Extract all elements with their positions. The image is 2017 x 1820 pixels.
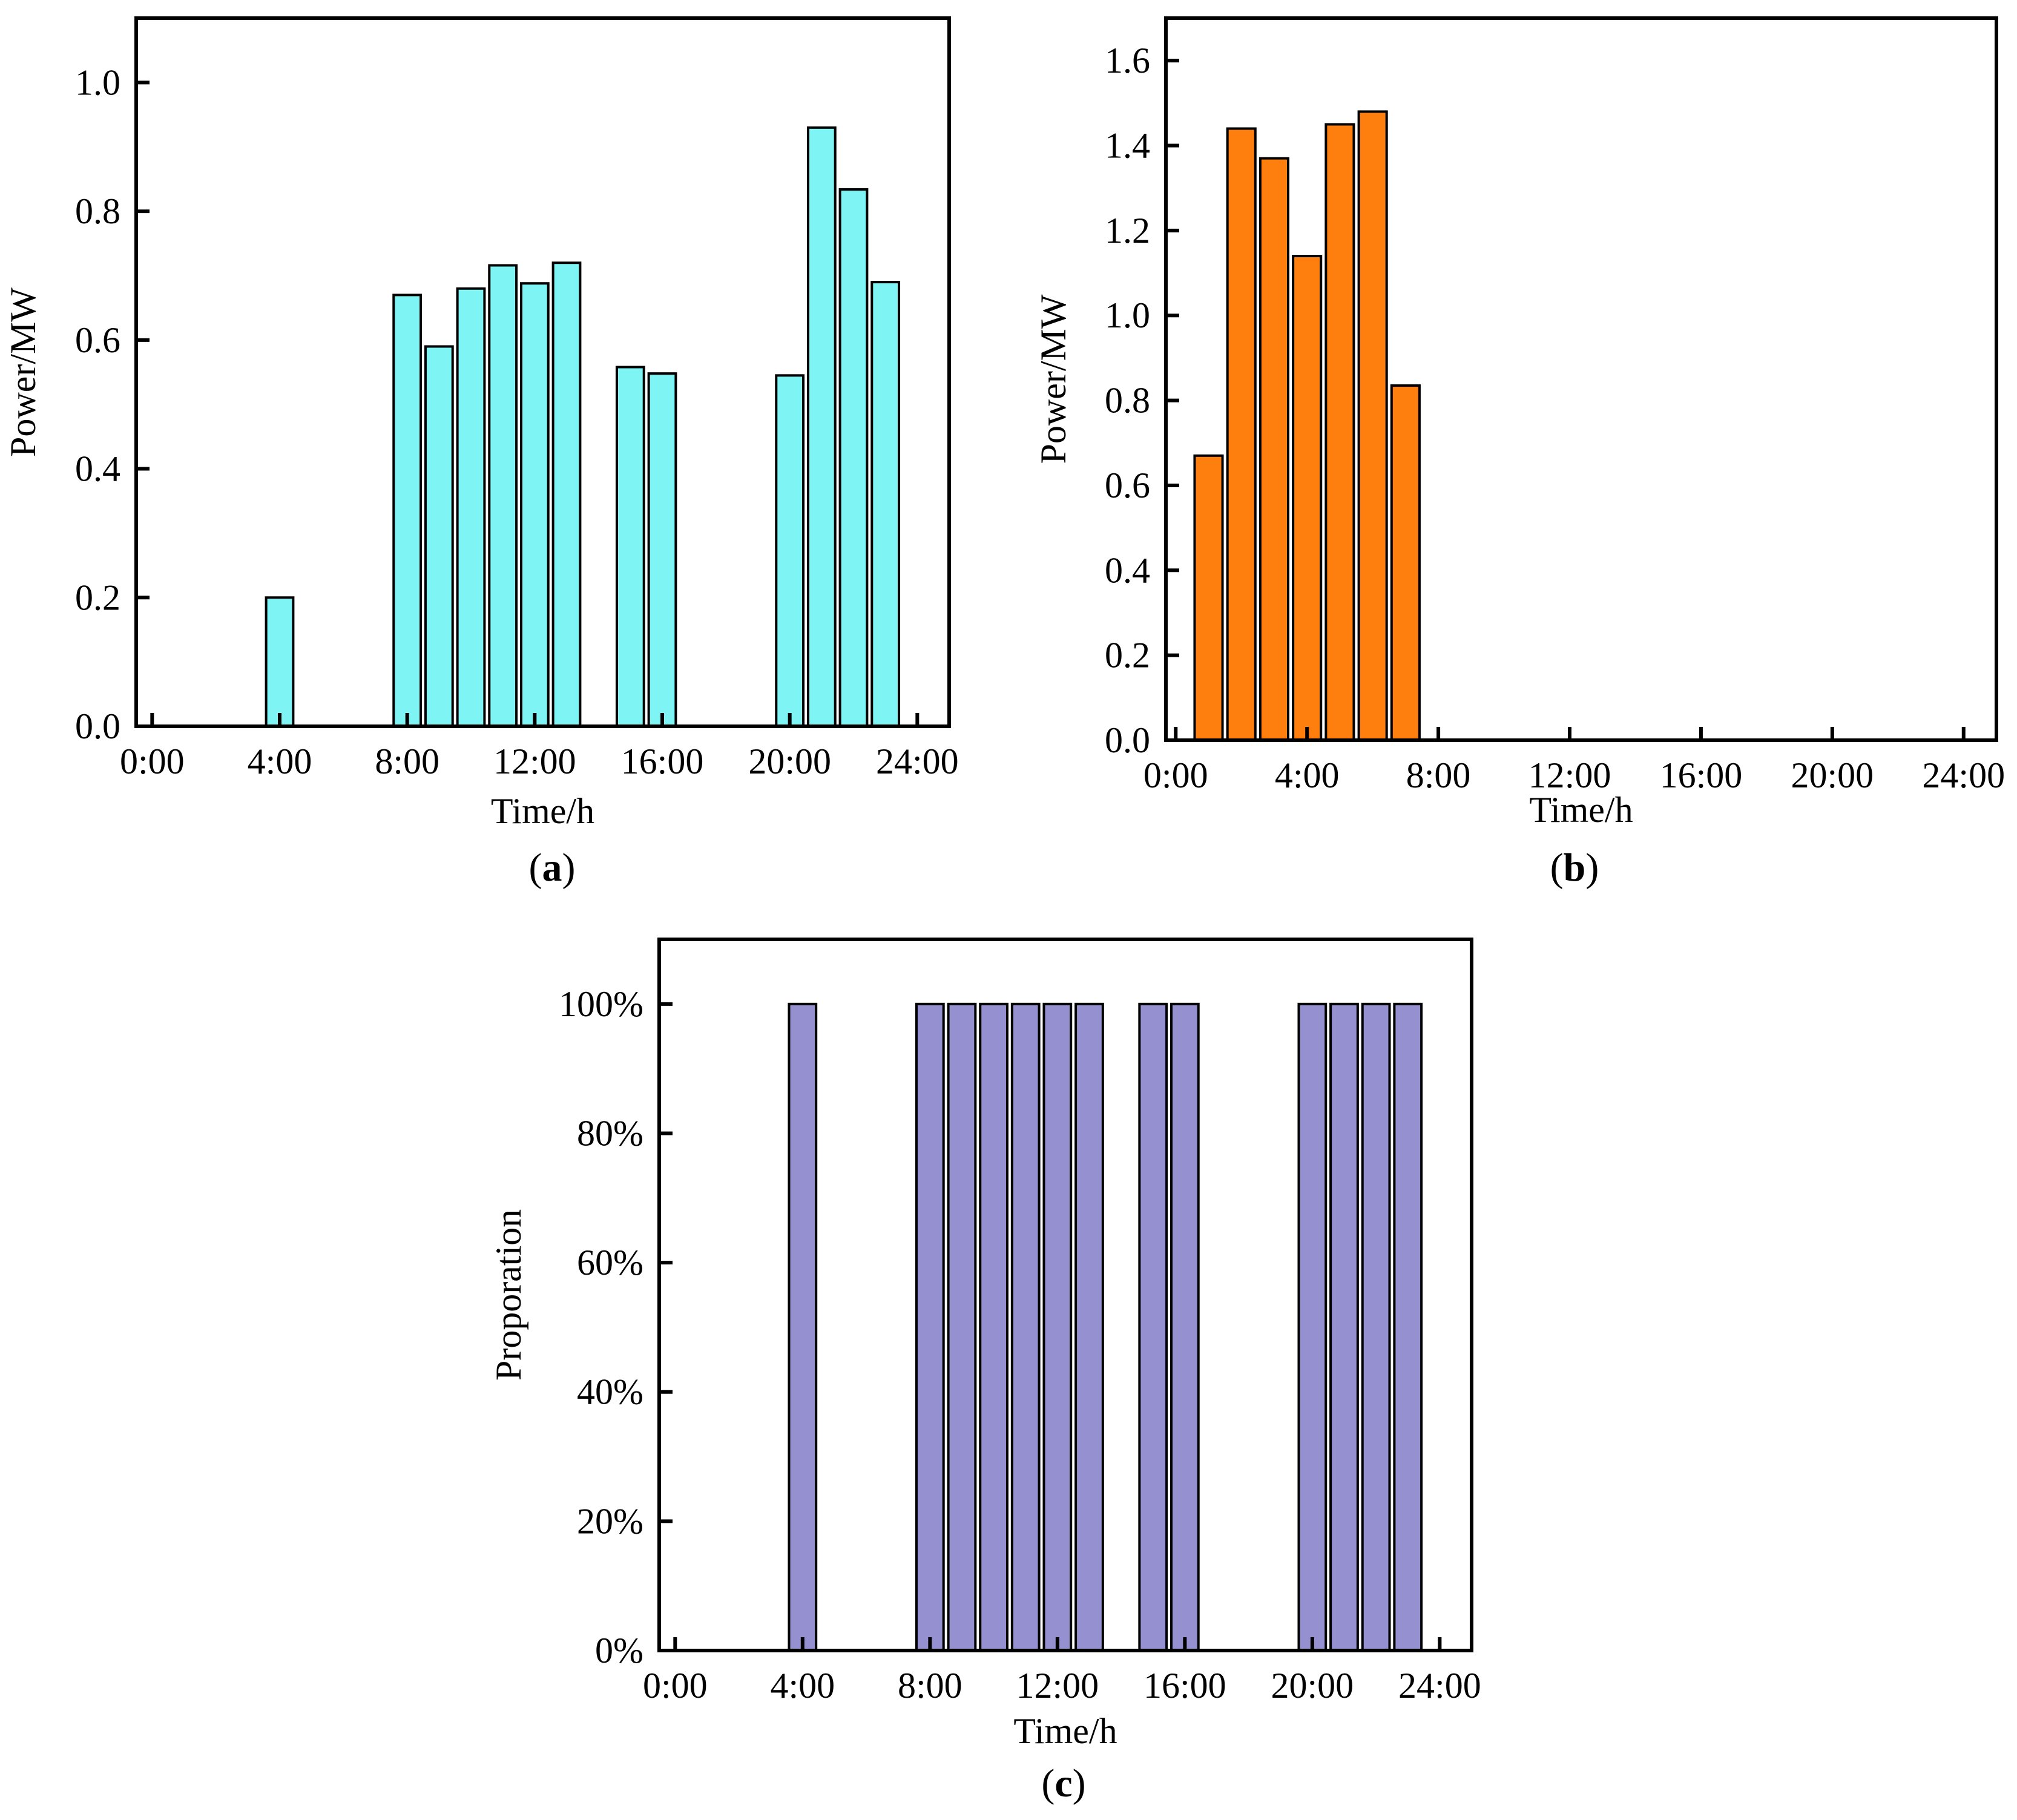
panel-c-y-tick-label: 20% [577, 1501, 643, 1541]
panel-a-y-tick-label: 0.2 [75, 577, 120, 617]
panel-a-x-tick-label: 24:00 [876, 741, 959, 781]
panel-b-y-tick-label: 0.2 [1105, 636, 1150, 675]
panel-b-x-tick-label: 0:00 [1143, 755, 1208, 795]
panel-a-y-tick-label: 0.8 [75, 191, 120, 231]
panel-b-chart: 0:00 4:00 8:00 12:00 16:00 20:00 24:00 0.0 0.2 0.… [1033, 16, 2005, 830]
panel-c-bar-11 [1361, 1002, 1391, 1652]
panel-c-x-axis-title: Time/h [1013, 1711, 1117, 1751]
panel-a-y-tick-label: 1.0 [75, 62, 120, 102]
panel-c-bar-8 [1170, 1002, 1200, 1652]
panel-b-x-tick-label: 20:00 [1791, 755, 1874, 795]
panel-a-y-tick-label: 0.4 [75, 449, 120, 489]
panel-b-bar-1 [1226, 127, 1257, 742]
panel-b-x-axis-title: Time/h [1529, 790, 1633, 830]
panel-a-bar-1 [392, 294, 423, 728]
panel-a-bar-10 [806, 126, 837, 728]
panel-c-y-tick-label: 0% [595, 1631, 643, 1671]
panel-c-y-tick-label: 100% [559, 984, 643, 1024]
panel-a-bar-6 [551, 261, 582, 728]
panel-a-x-tick-label: 12:00 [493, 741, 576, 781]
panel-c-x-tick-label: 4:00 [770, 1666, 835, 1706]
panel-b-x-tick-label: 4:00 [1275, 755, 1340, 795]
panel-b-bar-0 [1193, 454, 1224, 741]
panel-a-x-axis-title: Time/h [491, 791, 594, 831]
panel-a-x-tick-label: 16:00 [621, 741, 704, 781]
panel-a-x-tick-label: 8:00 [375, 741, 439, 781]
panel-c-bar-9 [1297, 1002, 1328, 1652]
panel-c-x-tick-label: 12:00 [1016, 1666, 1099, 1706]
panel-a-chart: 0:00 4:00 8:00 12:00 16:00 20:00 24:00 0.0 0.2 0.… [3, 16, 959, 831]
panel-a-bar-4 [488, 264, 518, 728]
panel-b-y-tick-label: 0.8 [1105, 381, 1150, 421]
panel-b-y-axis-title: Power/MW [1033, 294, 1073, 464]
panel-c-x-tick-label: 24:00 [1398, 1666, 1481, 1706]
panel-b-bar-3 [1292, 254, 1323, 741]
panel-a-bar-9 [775, 374, 805, 728]
panel-c-bar-10 [1329, 1002, 1359, 1652]
panel-c-y-axis-title: Proporation [489, 1209, 528, 1381]
panel-c-y-tick-label: 80% [577, 1113, 643, 1153]
panel-b-x-tick-label: 16:00 [1660, 755, 1743, 795]
panel-b-bar-4 [1324, 123, 1355, 742]
panel-a-bar-5 [519, 282, 550, 728]
panel-b-bar-2 [1259, 157, 1290, 742]
panel-c-y-tick-label: 60% [577, 1243, 643, 1283]
panel-b-bar-5 [1357, 110, 1388, 742]
panel-b-plot-frame [1164, 16, 1998, 742]
panel-a-label: (a) [529, 846, 576, 890]
panel-a-bar-7 [615, 366, 645, 728]
panel-c-plot-frame [657, 938, 1473, 1652]
panel-a-plot-frame [134, 16, 951, 728]
panel-b-bar-6 [1390, 384, 1421, 741]
panel-c-bar-5 [1042, 1002, 1073, 1652]
panel-b-y-tick-label: 1.4 [1105, 126, 1150, 166]
panel-a-y-tick-label: 0.0 [75, 706, 120, 746]
panel-c-bar-12 [1393, 1002, 1423, 1652]
panel-b-y-tick-label: 0.4 [1105, 550, 1150, 590]
panel-c-bar-0 [788, 1002, 818, 1652]
panel-c-chart: 0:00 4:00 8:00 12:00 16:00 20:00 24:00 0% 20% 40%… [489, 938, 1481, 1751]
panel-b-x-tick-label: 8:00 [1406, 755, 1471, 795]
panel-a-y-tick-label: 0.6 [75, 320, 120, 360]
panel-b-x-tick-label: 12:00 [1528, 755, 1611, 795]
panel-a-x-tick-label: 4:00 [248, 741, 312, 781]
panel-a-bar-11 [838, 188, 869, 728]
panel-b-label: (b) [1550, 846, 1599, 890]
panel-c-bar-1 [915, 1002, 945, 1652]
panel-b-y-tick-label: 1.6 [1105, 41, 1150, 80]
panel-b-y-tick-label: 1.2 [1105, 211, 1150, 251]
panel-b-y-tick-label: 0.6 [1105, 465, 1150, 505]
panel-a-bar-3 [456, 287, 486, 728]
panel-a-bar-12 [870, 281, 901, 728]
panel-a-bar-0 [265, 596, 295, 728]
panel-b-y-tick-label: 1.0 [1105, 295, 1150, 335]
panel-c-bar-7 [1138, 1002, 1168, 1652]
panel-c-label: (c) [1041, 1761, 1085, 1805]
panel-c-x-tick-label: 8:00 [898, 1666, 962, 1706]
panel-c-y-tick-label: 40% [577, 1372, 643, 1412]
panel-a-x-tick-label: 20:00 [748, 741, 831, 781]
panel-a-y-axis-title: Power/MW [3, 287, 43, 457]
panel-a-x-tick-label: 0:00 [120, 741, 185, 781]
panel-a-bar-2 [424, 345, 454, 728]
panel-a-bar-8 [647, 372, 677, 728]
panel-c-bar-6 [1074, 1002, 1104, 1652]
panel-c-x-tick-label: 20:00 [1271, 1666, 1354, 1706]
panel-c-x-tick-label: 0:00 [643, 1666, 708, 1706]
panel-c-bar-4 [1010, 1002, 1041, 1652]
panel-c-x-tick-label: 16:00 [1143, 1666, 1226, 1706]
panel-c-bar-3 [979, 1002, 1008, 1652]
panel-c-bar-2 [947, 1002, 977, 1652]
panel-b-y-tick-label: 0.0 [1105, 720, 1150, 760]
panel-b-x-tick-label: 24:00 [1922, 755, 2005, 795]
